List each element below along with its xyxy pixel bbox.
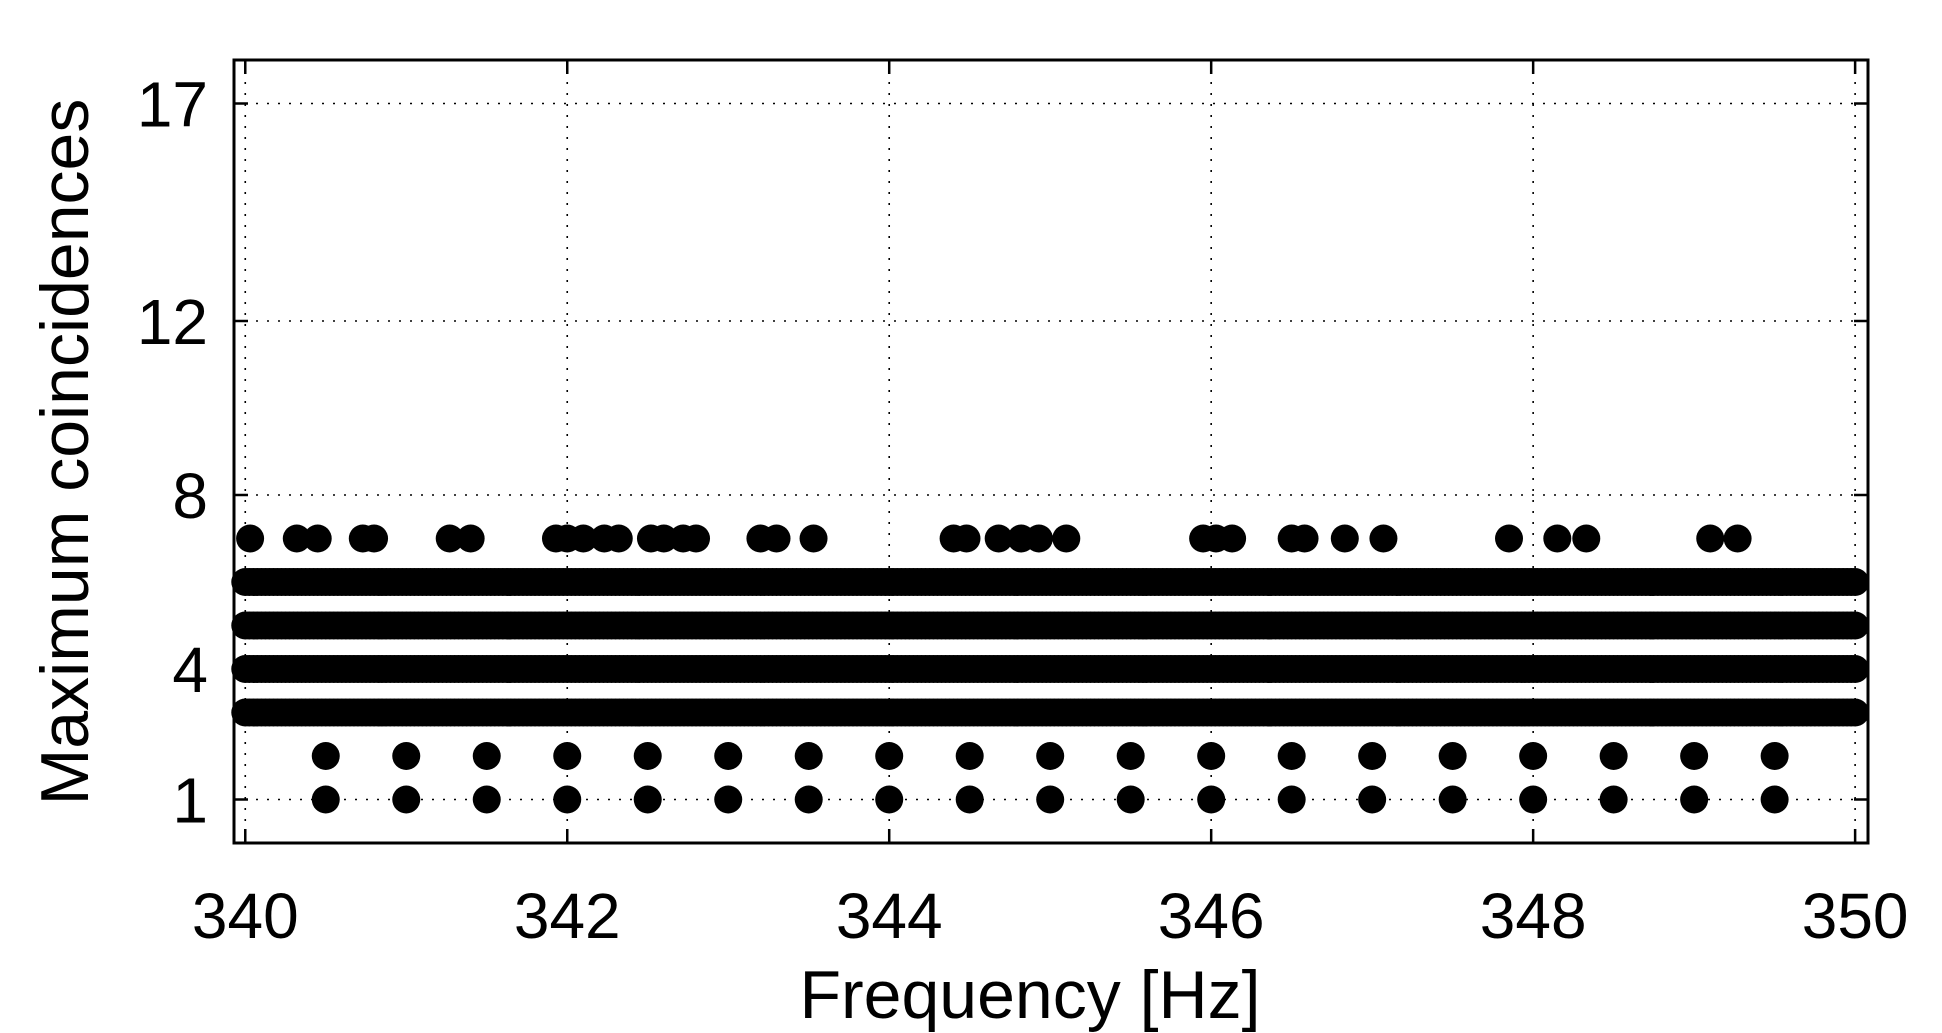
data-point [1036, 785, 1065, 814]
data-point [1369, 524, 1398, 553]
data-point [1358, 742, 1387, 770]
data-point [360, 524, 389, 553]
data-point [282, 524, 311, 553]
tick-marks [234, 60, 1868, 843]
y-tick-labels: 1 4 8 12 17 [137, 69, 208, 837]
data-point [633, 742, 662, 770]
y-tick-label: 4 [172, 634, 208, 706]
data-point [682, 524, 711, 553]
data-point [875, 785, 904, 814]
data-point [1277, 742, 1306, 770]
data-point [1277, 785, 1306, 814]
data-point [604, 524, 633, 553]
data-point [392, 785, 421, 814]
data-point [1495, 524, 1524, 553]
data-point [1841, 611, 1870, 640]
data-point [762, 524, 791, 553]
data-point [303, 524, 332, 553]
x-tick-labels: 340 342 344 346 348 350 [192, 880, 1909, 952]
data-point [435, 524, 464, 553]
data-point [392, 742, 421, 770]
data-point [1290, 524, 1319, 553]
y-tick-label: 12 [137, 286, 208, 358]
data-point [1218, 524, 1247, 553]
x-tick-label: 344 [836, 880, 943, 952]
data-point [1841, 698, 1870, 727]
data-point [952, 524, 981, 553]
data-point [1438, 742, 1467, 770]
data-point [955, 742, 984, 770]
y-axis-label: Maximum coincidences [27, 99, 103, 806]
data-point [472, 785, 501, 814]
data-point [1599, 742, 1628, 770]
data-point [1052, 524, 1081, 553]
data-point [1519, 742, 1548, 770]
data-point [794, 785, 823, 814]
x-tick-label: 342 [514, 880, 621, 952]
data-point [1116, 742, 1145, 770]
data-point [1760, 742, 1789, 770]
data-point [1599, 785, 1628, 814]
x-tick-label: 340 [192, 880, 299, 952]
data-point [1696, 524, 1725, 553]
plot-area-frame [232, 58, 1870, 845]
x-axis-label: Frequency [Hz] [799, 957, 1260, 1033]
data-point [1680, 785, 1709, 814]
data-point [955, 785, 984, 814]
data-point [553, 785, 582, 814]
data-point [1760, 785, 1789, 814]
data-point [714, 742, 743, 770]
data-point [553, 742, 582, 770]
data-point [569, 524, 598, 553]
data-point [1543, 524, 1572, 553]
x-tick-label: 348 [1480, 880, 1587, 952]
data-point [1197, 742, 1226, 770]
data-point [1723, 524, 1752, 553]
x-tick-label: 346 [1158, 880, 1265, 952]
y-tick-label: 1 [172, 765, 208, 837]
data-point [1438, 785, 1467, 814]
data-point [1330, 524, 1359, 553]
data-point [714, 785, 743, 814]
data-point [236, 524, 265, 553]
data-point [1519, 785, 1548, 814]
data-point [984, 524, 1013, 553]
data-point [875, 742, 904, 770]
data-point [1680, 742, 1709, 770]
data-point [311, 785, 340, 814]
data-point [794, 742, 823, 770]
data-point [633, 785, 662, 814]
data-point [1024, 524, 1053, 553]
data-point [1116, 785, 1145, 814]
data-point [311, 742, 340, 770]
data-point [1572, 524, 1601, 553]
data-point [649, 524, 678, 553]
data-point [1036, 742, 1065, 770]
data-point [1841, 568, 1870, 596]
data-point [1197, 785, 1226, 814]
data-point [1358, 785, 1387, 814]
data-point [456, 524, 485, 553]
data-point [472, 742, 501, 770]
data-points [231, 524, 1870, 814]
y-tick-label: 8 [172, 460, 208, 532]
x-tick-label: 350 [1802, 880, 1909, 952]
y-tick-label: 17 [137, 69, 208, 141]
data-point [799, 524, 828, 553]
